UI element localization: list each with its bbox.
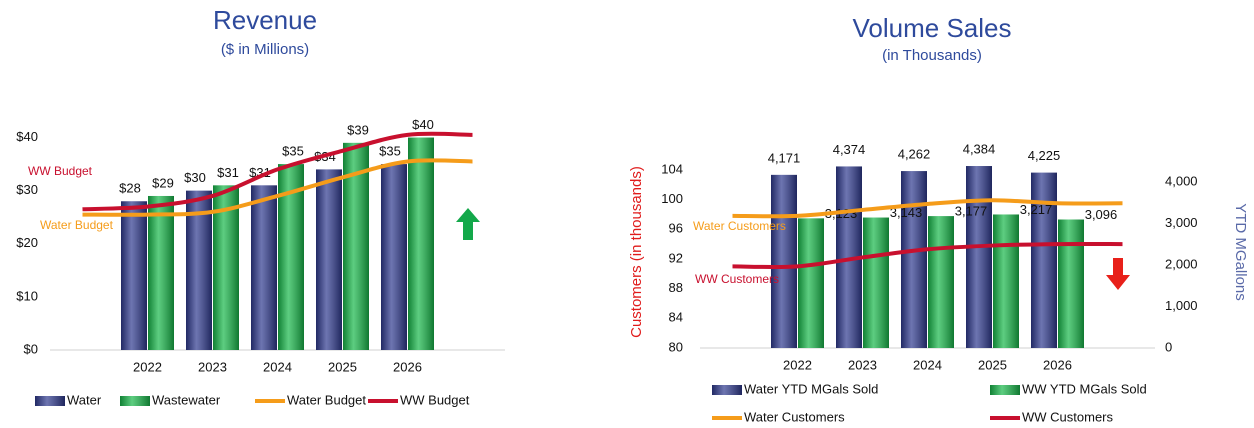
data-label: 3,096 [1085, 207, 1118, 222]
legend-swatch-shine [35, 396, 65, 406]
data-label: 4,171 [768, 150, 801, 165]
chart-title: Volume Sales [853, 13, 1012, 43]
line [82, 158, 473, 217]
y-tick-label: 92 [669, 250, 683, 265]
x-tick-label: 2022 [133, 359, 162, 374]
y-tick-label: 80 [669, 339, 683, 354]
legend-swatch-shine [712, 385, 742, 395]
data-label: 3,143 [890, 205, 923, 220]
y-tick-label: 96 [669, 221, 683, 236]
y2-tick-label: 3,000 [1165, 215, 1198, 230]
line [732, 241, 1123, 270]
line-label: Water Budget [40, 218, 114, 232]
y-axis-title: Customers (in thousands) [628, 166, 645, 338]
data-label: $29 [152, 175, 174, 190]
y-tick-label: 104 [661, 161, 683, 176]
y-tick-label: $10 [16, 288, 38, 303]
x-tick-label: 2024 [263, 359, 292, 374]
legend-label: Water [67, 392, 102, 407]
bar-shine [121, 201, 147, 350]
line [732, 198, 1123, 219]
up-arrow [456, 208, 480, 240]
x-tick-label: 2022 [783, 357, 812, 372]
line-label: Water Customers [693, 219, 786, 233]
y2-tick-label: 0 [1165, 339, 1172, 354]
y-tick-label: $40 [16, 129, 38, 144]
bar-shine [1031, 172, 1057, 348]
legend-label: WW YTD MGals Sold [1022, 381, 1147, 396]
data-label: 4,374 [833, 142, 866, 157]
data-label: 4,384 [963, 141, 996, 156]
line-label: WW Customers [695, 272, 779, 286]
y-tick-label: 88 [669, 280, 683, 295]
chart-subtitle: (in Thousands) [882, 47, 982, 64]
legend-swatch-shine [990, 385, 1020, 395]
x-tick-label: 2023 [848, 357, 877, 372]
data-label: $31 [217, 165, 239, 180]
x-tick-label: 2024 [913, 357, 942, 372]
data-label: $35 [282, 144, 304, 159]
bar-shine [316, 169, 342, 350]
legend-swatch-shine [120, 396, 150, 406]
data-label: 3,177 [955, 204, 988, 219]
bar-shine [771, 174, 797, 348]
down-arrow [1106, 258, 1130, 290]
bar-shine [186, 190, 212, 350]
bar-shine [863, 217, 889, 348]
legend-label: Water Customers [744, 409, 845, 424]
bar-shine [901, 171, 927, 348]
y-tick-label: 84 [669, 310, 683, 325]
bar-shine [408, 137, 434, 350]
data-label: 3,217 [1020, 202, 1053, 217]
line-label: WW Budget [28, 164, 93, 178]
data-label: $28 [119, 181, 141, 196]
bar-shine [798, 218, 824, 348]
bar-shine [928, 216, 954, 348]
y2-tick-label: 2,000 [1165, 256, 1198, 271]
legend-label: Wastewater [152, 392, 221, 407]
x-tick-label: 2023 [198, 359, 227, 374]
x-tick-label: 2026 [393, 359, 422, 374]
y-tick-label: 100 [661, 191, 683, 206]
x-tick-label: 2026 [1043, 357, 1072, 372]
y2-tick-label: 1,000 [1165, 298, 1198, 313]
bar-shine [381, 164, 407, 350]
y-tick-label: $0 [24, 341, 38, 356]
bar-shine [993, 214, 1019, 348]
chart-title: Revenue [213, 5, 317, 35]
y2-axis-title: YTD MGallons [1232, 203, 1249, 301]
bar-shine [966, 166, 992, 348]
bar-shine [251, 185, 277, 350]
legend-label: WW Customers [1022, 409, 1114, 424]
chart-subtitle: ($ in Millions) [221, 41, 309, 58]
line [82, 131, 473, 212]
data-label: $40 [412, 117, 434, 132]
y-tick-label: $20 [16, 235, 38, 250]
legend-label: WW Budget [400, 392, 470, 407]
y-tick-label: $30 [16, 182, 38, 197]
data-label: $39 [347, 122, 369, 137]
legend-label: Water YTD MGals Sold [744, 381, 878, 396]
data-label: 4,225 [1028, 148, 1061, 163]
data-label: $30 [184, 170, 206, 185]
y2-tick-label: 4,000 [1165, 173, 1198, 188]
legend-label: Water Budget [287, 392, 366, 407]
bar-shine [1058, 219, 1084, 348]
data-label: $35 [379, 144, 401, 159]
x-tick-label: 2025 [978, 357, 1007, 372]
x-tick-label: 2025 [328, 359, 357, 374]
data-label: 4,262 [898, 147, 931, 162]
bar-shine [148, 195, 174, 350]
